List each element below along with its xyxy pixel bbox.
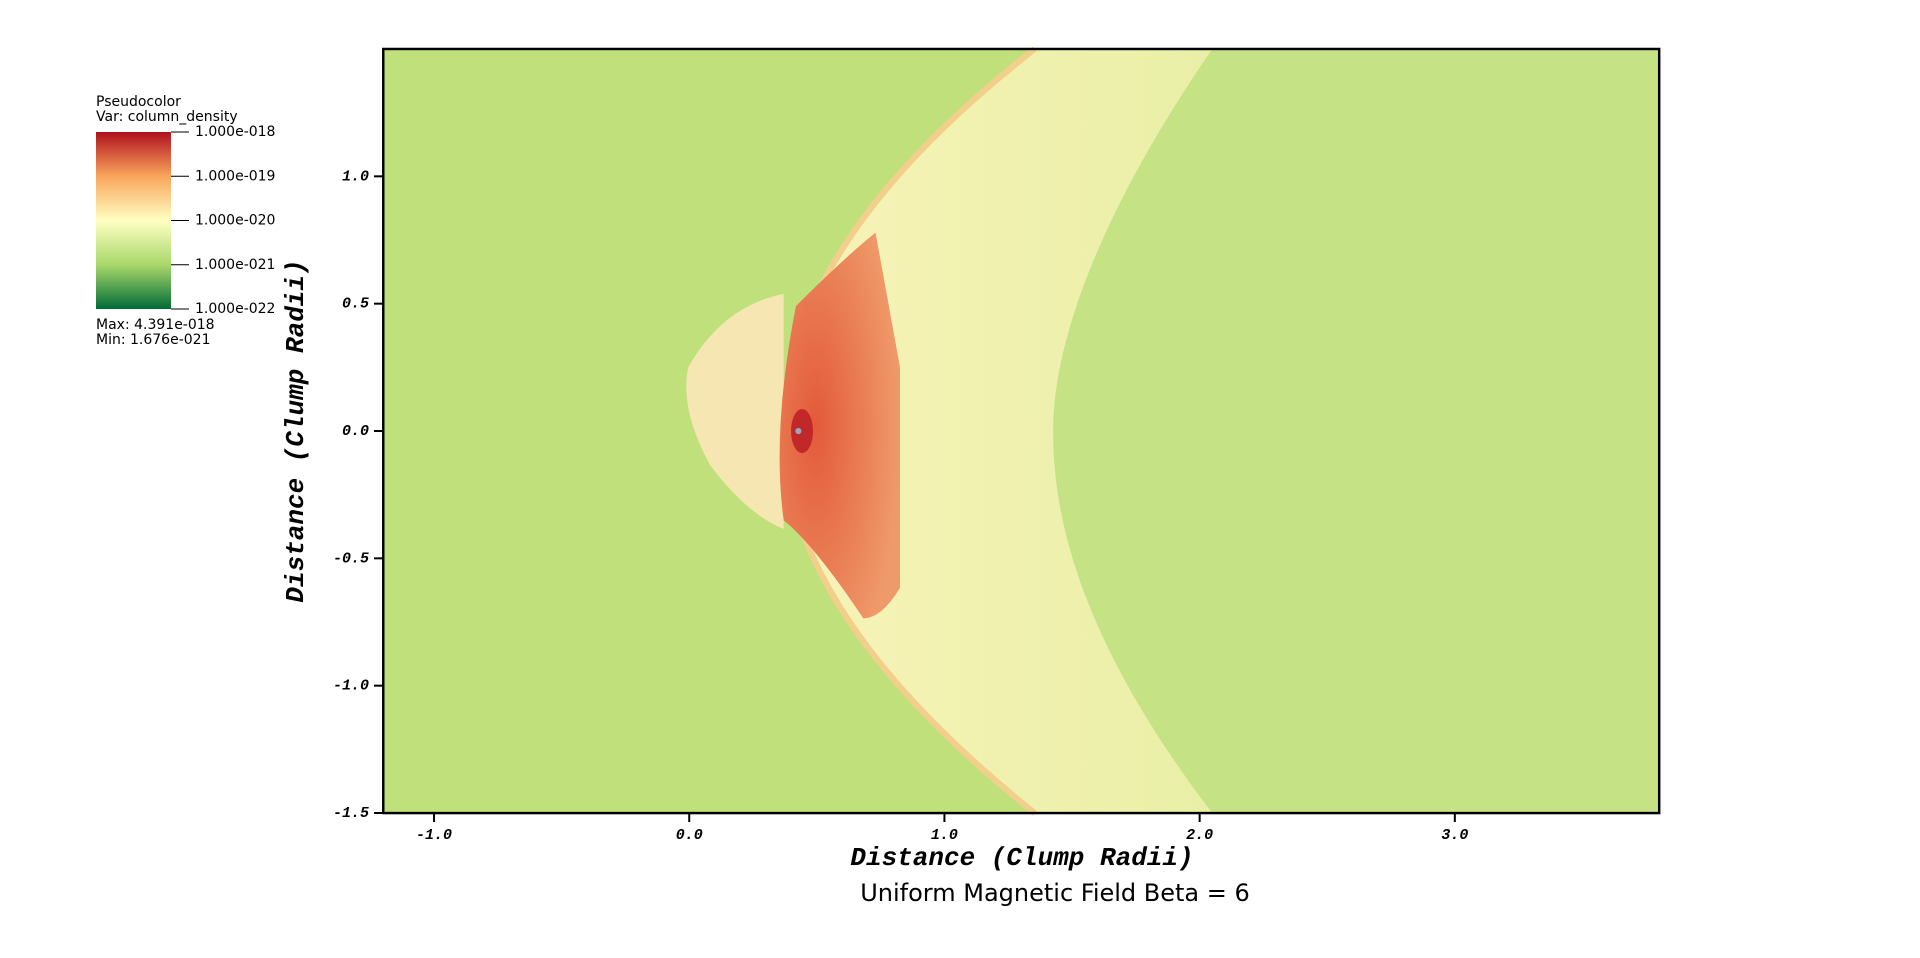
chart-title: Uniform Magnetic Field Beta = 6 (860, 879, 1250, 907)
y-tick-label: -0.5 (333, 550, 369, 567)
y-tick-label: -1.5 (333, 805, 369, 822)
legend-variable: Var: column_density (96, 109, 238, 125)
legend-max: Max: 4.391e-018 (96, 317, 215, 333)
x-tick-label: 1.0 (931, 827, 958, 844)
x-tick-label: 3.0 (1441, 827, 1468, 844)
x-axis-label: Distance (Clump Radii) (850, 843, 1193, 873)
colorbar-tick-label: 1.000e-018 (195, 124, 275, 140)
legend-min: Min: 1.676e-021 (96, 332, 210, 348)
x-tick-label: 0.0 (676, 827, 703, 844)
colorbar-tick-label: 1.000e-022 (195, 301, 275, 317)
y-axis-label: Distance (Clump Radii) (281, 259, 311, 602)
legend-title: Pseudocolor (96, 94, 181, 110)
colorbar-tick-label: 1.000e-019 (195, 168, 275, 184)
colorbar (96, 132, 171, 309)
density-image (382, 46, 1661, 816)
x-tick-label: 2.0 (1186, 827, 1213, 844)
x-tick-label: -1.0 (416, 827, 452, 844)
y-tick-label: 0.0 (342, 423, 369, 440)
y-tick-label: 1.0 (342, 168, 369, 185)
colorbar-tick-label: 1.000e-021 (195, 257, 275, 273)
y-tick-label: 0.5 (342, 296, 369, 313)
y-tick-label: -1.0 (333, 678, 369, 695)
colorbar-tick-label: 1.000e-020 (195, 213, 275, 229)
